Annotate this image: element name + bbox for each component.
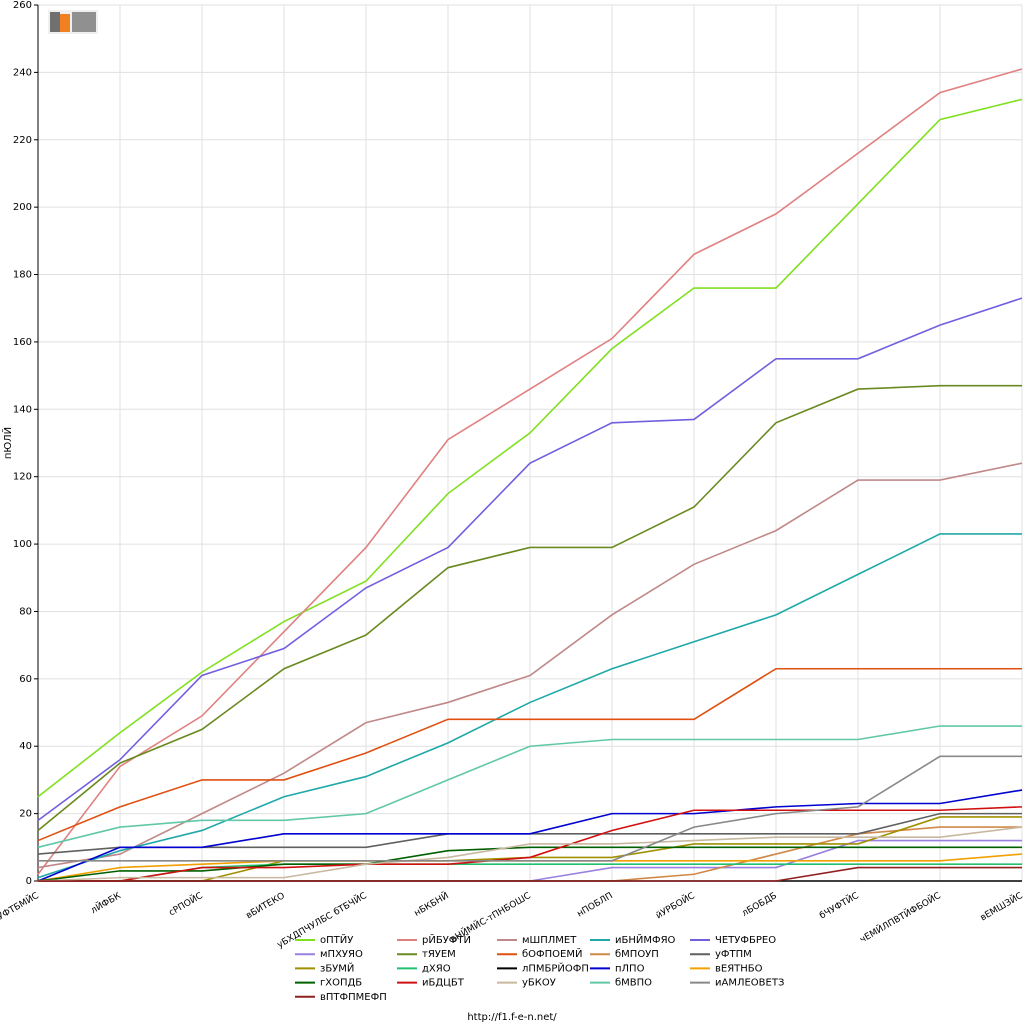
y-tick-label: 20: [19, 809, 32, 820]
x-tick-label: йУРБОЙС: [653, 889, 696, 921]
legend-label: мПХУЯО: [320, 949, 363, 960]
x-tick-label: вЕМШЗЙС: [978, 889, 1024, 923]
legend-label: мШПЛМЕТ: [522, 935, 577, 946]
series-line: [37, 384, 1022, 832]
footer: http://f1.f-e-n.net/: [467, 1012, 557, 1023]
series-line: [37, 846, 1022, 882]
legend-label: уФТПМ: [715, 949, 752, 960]
y-tick-label: 100: [13, 539, 32, 550]
legend-label: гХОПДБ: [320, 978, 362, 989]
series-line: [37, 725, 1022, 849]
y-tick-label: 80: [19, 606, 32, 617]
legend-label: дХЯО: [422, 963, 451, 974]
legend-label: уБКОУ: [522, 978, 556, 989]
y-tick-label: 40: [19, 741, 32, 752]
legend-label: вПТФПМЕФП: [320, 992, 387, 1003]
series-line: [38, 866, 1022, 882]
x-tick-label: сРПОЙС: [166, 889, 204, 918]
y-tick-label: 220: [13, 135, 32, 146]
series-line: [38, 806, 1023, 882]
x-tick-label: бЧУФТБМЙС: [0, 889, 41, 928]
legend-label: лПМБРЙОФП: [522, 961, 589, 974]
legend-label: бОФПОЕМЙ: [522, 947, 582, 960]
series-line: [37, 462, 1023, 869]
legend-label: иБНЙМФЯО: [615, 933, 676, 946]
legend-label: иБДЦБТ: [422, 978, 465, 989]
logo-part: [72, 12, 96, 32]
x-tick-label: нПОБЛП: [576, 891, 615, 919]
series-line: [37, 98, 1023, 798]
y-tick-label: 160: [13, 337, 32, 348]
series-line: [37, 826, 1023, 882]
x-tick-label: нБКБНЙ: [412, 889, 451, 918]
x-tick-label: лБОБДБ: [741, 891, 779, 919]
series-line: [37, 533, 1022, 879]
logo: [48, 10, 98, 34]
y-tick-label: 260: [13, 0, 32, 11]
legend-label: зБУМЙ: [320, 961, 354, 974]
y-tick-label: 0: [26, 876, 32, 887]
series-line: [37, 68, 1023, 875]
series-line: [37, 789, 1023, 882]
series-line: [37, 297, 1023, 821]
legend-label: тЯУЕМ: [422, 949, 456, 960]
y-tick-label: 120: [13, 472, 32, 483]
legend-label: бМВПО: [615, 978, 652, 989]
x-tick-label: бЧУФТЙС: [817, 889, 861, 921]
legend-label: оПТЙУ: [320, 933, 353, 946]
y-axis-label: пЮЛЙ: [1, 427, 14, 459]
legend-label: пЛПО: [615, 963, 645, 974]
x-tick-label: вБИТЕКО: [245, 891, 287, 921]
series-line: [37, 667, 1022, 842]
y-tick-label: 240: [13, 67, 32, 78]
legend-label: вЕЯТНБО: [715, 963, 763, 974]
logo-part: [60, 14, 70, 32]
y-tick-label: 180: [13, 270, 32, 281]
x-tick-label: лЙФБК: [88, 889, 123, 916]
legend-label: иАМЛЕОВЕТЗ: [715, 978, 784, 989]
logo-part: [50, 12, 60, 32]
x-tick-label: чЕМЙЛПВТЙФБОЙС: [858, 889, 943, 945]
legend-label: бМПОУП: [615, 949, 659, 960]
y-tick-label: 140: [13, 404, 32, 415]
series-line: [38, 755, 1022, 862]
y-tick-label: 60: [19, 674, 32, 685]
y-tick-label: 200: [13, 202, 32, 213]
legend-label: рЙБУФТЙ: [422, 933, 471, 946]
legend-label: ЧЕТУФБРЕО: [715, 935, 776, 946]
